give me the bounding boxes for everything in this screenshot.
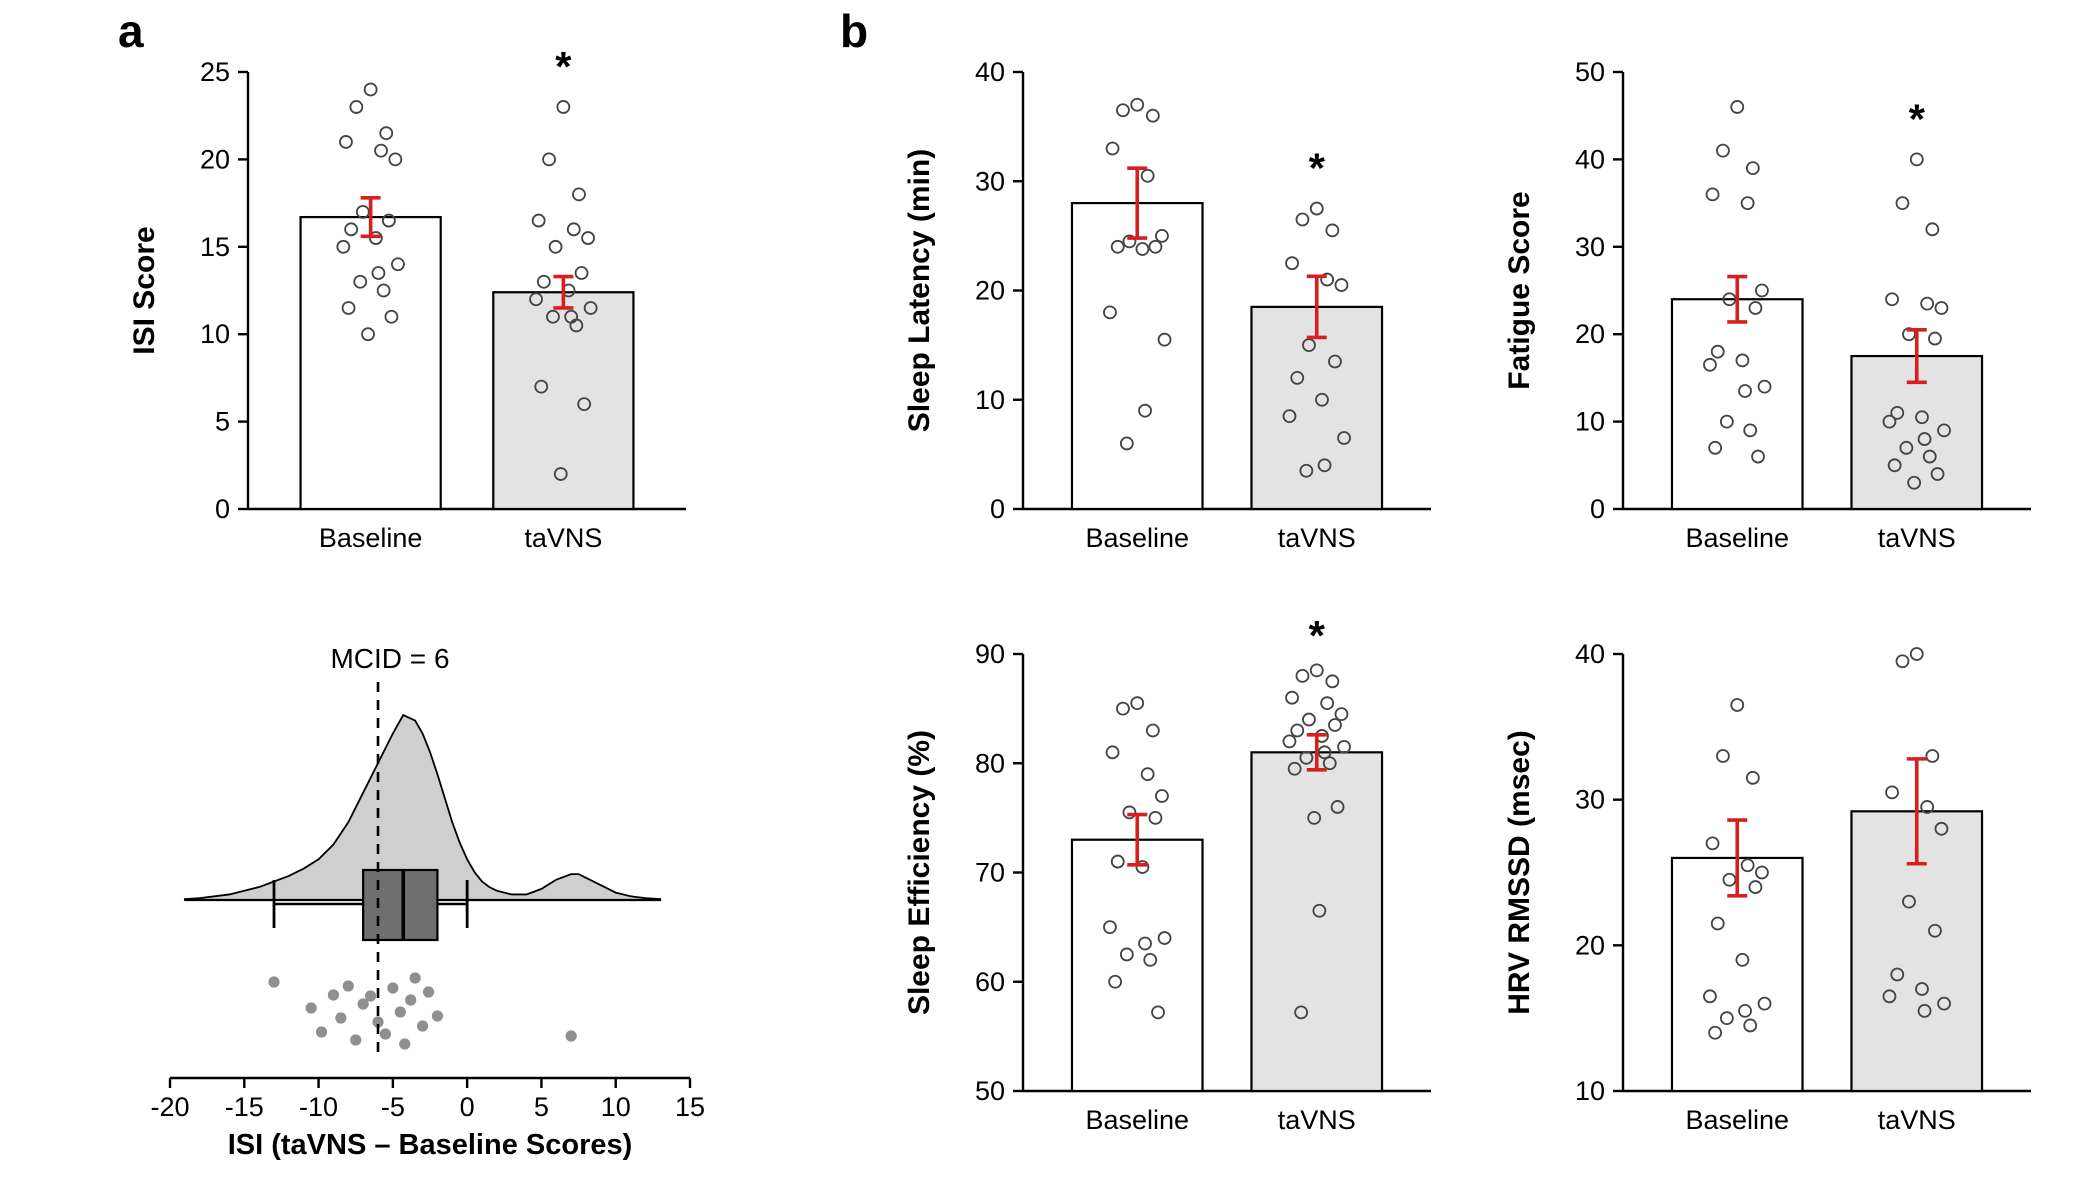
svg-text:Baseline: Baseline (319, 523, 423, 553)
svg-text:*: * (555, 43, 572, 90)
svg-text:Baseline: Baseline (1085, 523, 1189, 553)
svg-text:10: 10 (601, 1092, 631, 1122)
svg-text:20: 20 (1575, 319, 1605, 349)
svg-text:MCID = 6: MCID = 6 (330, 643, 449, 674)
svg-text:taVNS: taVNS (1878, 1105, 1956, 1135)
svg-text:ISI Score: ISI Score (128, 226, 161, 354)
svg-text:40: 40 (1575, 639, 1605, 669)
svg-text:90: 90 (975, 639, 1005, 669)
svg-text:taVNS: taVNS (524, 523, 602, 553)
svg-text:70: 70 (975, 858, 1005, 888)
svg-text:taVNS: taVNS (1878, 523, 1956, 553)
svg-text:0: 0 (1590, 494, 1605, 524)
svg-text:30: 30 (1575, 785, 1605, 815)
svg-text:10: 10 (1575, 407, 1605, 437)
svg-text:Baseline: Baseline (1685, 523, 1789, 553)
svg-text:10: 10 (1575, 1076, 1605, 1106)
svg-text:taVNS: taVNS (1278, 1105, 1356, 1135)
svg-text:-5: -5 (381, 1092, 405, 1122)
isi-difference-raincloud-chart: MCID = 6 -20 -15 -10 -5 0 5 10 15 ISI (taVNS – Ba… (150, 643, 705, 1161)
svg-text:15: 15 (675, 1092, 705, 1122)
svg-text:5: 5 (215, 407, 230, 437)
svg-text:20: 20 (1575, 930, 1605, 960)
svg-text:*: * (1309, 612, 1326, 659)
svg-text:Baseline: Baseline (1685, 1105, 1789, 1135)
svg-text:10: 10 (975, 385, 1005, 415)
svg-text:HRV RMSSD (msec): HRV RMSSD (msec) (1503, 730, 1536, 1015)
svg-text:40: 40 (975, 57, 1005, 87)
svg-text:-10: -10 (299, 1092, 338, 1122)
svg-text:20: 20 (975, 276, 1005, 306)
svg-text:Sleep Efficiency (%): Sleep Efficiency (%) (903, 730, 936, 1015)
svg-text:0: 0 (215, 494, 230, 524)
fatigue-score-bar-chart: 0 10 20 30 40 50 Fatigue Score Baseline taVNS * (1503, 57, 2031, 553)
svg-text:taVNS: taVNS (1278, 523, 1356, 553)
svg-text:80: 80 (975, 748, 1005, 778)
svg-text:25: 25 (200, 57, 230, 87)
svg-text:50: 50 (1575, 57, 1605, 87)
svg-text:40: 40 (1575, 144, 1605, 174)
svg-text:50: 50 (975, 1076, 1005, 1106)
svg-text:*: * (1309, 145, 1326, 192)
sleep-efficiency-bar-chart: 50 60 70 80 90 Sleep Efficiency (%) Baseline ta… (903, 612, 1431, 1135)
panel-b-label: b (840, 5, 869, 57)
svg-text:-15: -15 (225, 1092, 264, 1122)
svg-text:-20: -20 (150, 1092, 189, 1122)
svg-text:10: 10 (200, 319, 230, 349)
svg-text:0: 0 (460, 1092, 475, 1122)
svg-text:ISI (taVNS – Baseline Scores): ISI (taVNS – Baseline Scores) (228, 1129, 633, 1161)
svg-text:Fatigue Score: Fatigue Score (1503, 191, 1536, 389)
svg-text:Baseline: Baseline (1085, 1105, 1189, 1135)
svg-text:20: 20 (200, 144, 230, 174)
svg-text:60: 60 (975, 967, 1005, 997)
isi-score-bar-chart: 0 5 10 15 20 25 ISI Score Baseline taVNS * (128, 43, 686, 553)
panel-a-label: a (118, 5, 144, 57)
svg-text:*: * (1909, 95, 1926, 142)
svg-text:Sleep Latency (min): Sleep Latency (min) (903, 149, 936, 432)
svg-text:15: 15 (200, 232, 230, 262)
svg-text:5: 5 (534, 1092, 549, 1122)
svg-text:0: 0 (990, 494, 1005, 524)
svg-text:30: 30 (1575, 232, 1605, 262)
hrv-rmssd-bar-chart: 10 20 30 40 HRV RMSSD (msec) Baseline taVNS (1503, 639, 2031, 1135)
svg-text:30: 30 (975, 166, 1005, 196)
sleep-latency-bar-chart: 0 10 20 30 40 Sleep Latency (min) Baseline taVN… (903, 57, 1431, 553)
